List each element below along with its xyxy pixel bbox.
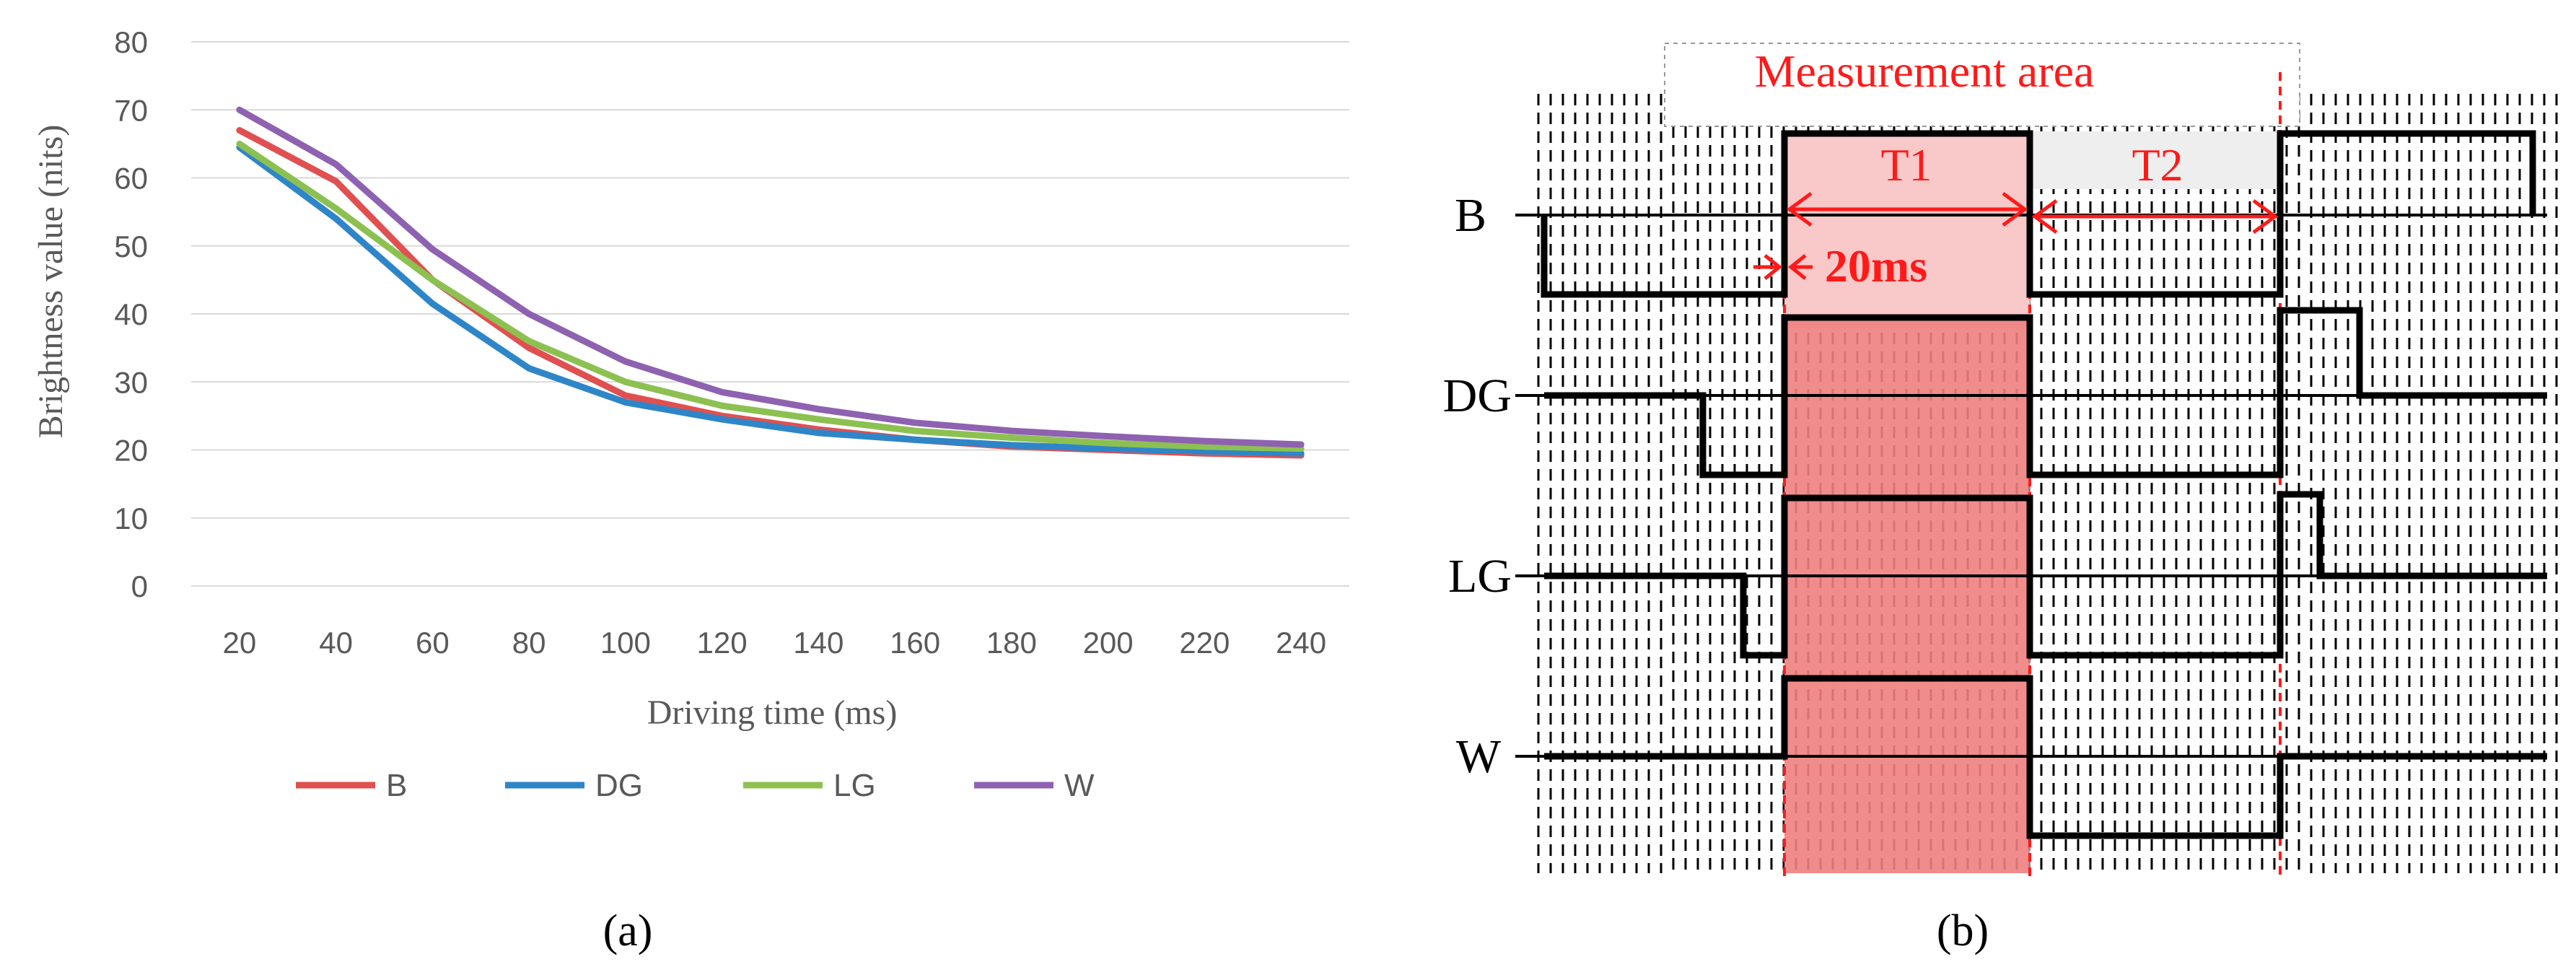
y-tick-label: 70 [114, 93, 148, 127]
measurement-area-title: Measurement area [1755, 45, 2095, 97]
y-axis-ticks: 0 10 20 30 40 50 60 70 80 [114, 25, 148, 603]
measurement-top-box [1664, 43, 2300, 127]
interval-arrows [1753, 254, 1813, 280]
y-tick-label: 10 [114, 502, 148, 535]
signal-label-b: B [1455, 189, 1486, 242]
series-line-b [236, 127, 1305, 459]
timing-diagram-panel: Measurement area T1 T2 20ms B DG LG W [1371, 0, 2576, 980]
x-tick-label: 40 [319, 626, 353, 660]
x-axis-ticks: 20 40 60 80 100 120 140 160 180 200 220 240 [223, 626, 1327, 660]
x-tick-label: 240 [1276, 626, 1326, 660]
x-tick-label: 100 [600, 626, 651, 660]
timing-diagram: Measurement area T1 T2 20ms B DG LG W [1443, 43, 2558, 955]
x-tick-label: 140 [793, 626, 844, 660]
y-tick-label: 60 [114, 162, 148, 196]
x-tick-label: 20 [223, 626, 257, 660]
signal-waveform-dg [1544, 307, 2547, 478]
signal-waveform-lg [1544, 491, 2547, 659]
brightness-chart-panel: 0 10 20 30 40 50 60 70 80 20 40 60 80 100 120 140 160 18… [32, 25, 1349, 955]
interval-label: 20ms [1825, 240, 1927, 292]
x-axis-title: Driving time (ms) [647, 694, 898, 732]
y-tick-label: 50 [114, 229, 148, 263]
signal-label-w: W [1456, 730, 1502, 783]
y-axis-title: Brightness value (nits) [32, 125, 70, 439]
t1-shaded-region [1784, 131, 2030, 328]
t1-label: T1 [1880, 139, 1932, 191]
series-line-dg [236, 144, 1305, 457]
series-line-w [236, 106, 1305, 448]
legend-label-w: W [1064, 768, 1095, 803]
signal-waveform-w [1544, 675, 2547, 839]
legend-label-b: B [386, 768, 407, 803]
x-tick-label: 120 [697, 626, 748, 660]
brightness-line-chart: 0 10 20 30 40 50 60 70 80 20 40 60 80 100 120 140 160 18… [32, 25, 1349, 955]
signal-label-lg: LG [1448, 550, 1512, 603]
signal-label-dg: DG [1443, 369, 1512, 422]
legend-label-lg: LG [833, 768, 876, 803]
signal-waveforms [1515, 130, 2547, 839]
t2-arrow [2031, 198, 2279, 235]
y-tick-label: 20 [114, 434, 148, 468]
x-tick-label: 80 [512, 626, 546, 660]
caption-a: (a) [603, 906, 653, 955]
caption-b: (b) [1937, 906, 1989, 955]
t2-label: T2 [2132, 139, 2183, 191]
signal-waveform-b [1541, 130, 2536, 298]
t2-shaded-region [2030, 131, 2279, 189]
x-tick-label: 200 [1083, 626, 1134, 660]
y-tick-label: 40 [114, 297, 148, 331]
t1-arrow [1786, 191, 2028, 227]
measurement-shaded-region [1784, 318, 2030, 873]
y-tick-label: 80 [114, 25, 148, 59]
x-tick-label: 60 [416, 626, 450, 660]
y-tick-label: 0 [131, 569, 148, 603]
y-tick-label: 30 [114, 365, 148, 399]
x-tick-label: 160 [890, 626, 940, 660]
legend: B DG LG W [296, 768, 1095, 803]
legend-label-dg: DG [595, 768, 643, 803]
series-line-lg [236, 140, 1305, 452]
x-tick-label: 180 [986, 626, 1037, 660]
x-tick-label: 220 [1179, 626, 1230, 660]
gridlines [191, 41, 1349, 587]
series-lines [236, 106, 1305, 459]
